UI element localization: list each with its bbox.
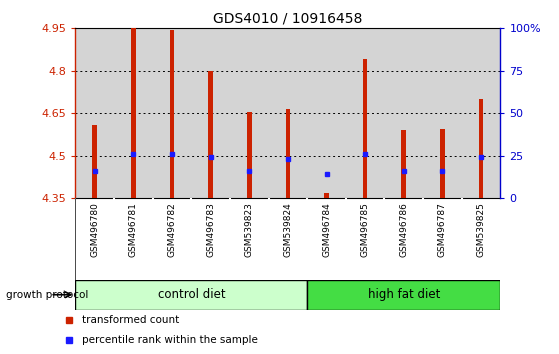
Text: GSM539824: GSM539824 [283, 202, 292, 257]
Text: GSM496787: GSM496787 [438, 202, 447, 257]
Bar [363, 59, 367, 198]
Text: GSM496784: GSM496784 [322, 202, 331, 257]
Bar [479, 99, 484, 198]
Bar [423, 28, 462, 198]
Text: GSM539825: GSM539825 [476, 202, 486, 257]
Text: GSM496780: GSM496780 [90, 202, 100, 257]
Bar [268, 28, 307, 198]
Text: GSM496786: GSM496786 [399, 202, 408, 257]
Bar [462, 28, 500, 198]
Bar [307, 28, 346, 198]
Bar [307, 280, 500, 310]
Bar [324, 193, 329, 198]
Bar [92, 125, 97, 198]
Bar [230, 28, 268, 198]
Bar [170, 30, 174, 198]
Bar [401, 130, 406, 198]
Bar [247, 112, 252, 198]
Text: transformed count: transformed count [82, 315, 179, 325]
Bar [75, 280, 307, 310]
Bar [209, 71, 213, 198]
Text: percentile rank within the sample: percentile rank within the sample [82, 335, 258, 345]
Text: growth protocol: growth protocol [6, 290, 88, 300]
Text: GSM496782: GSM496782 [168, 202, 177, 257]
Text: control diet: control diet [158, 288, 225, 301]
Bar [440, 129, 445, 198]
Text: GSM496785: GSM496785 [361, 202, 369, 257]
Bar [131, 28, 136, 198]
Text: GSM539823: GSM539823 [245, 202, 254, 257]
Bar [385, 28, 423, 198]
Title: GDS4010 / 10916458: GDS4010 / 10916458 [213, 12, 363, 26]
Bar [286, 109, 290, 198]
Text: GSM496783: GSM496783 [206, 202, 215, 257]
Bar [75, 28, 114, 198]
Text: GSM496781: GSM496781 [129, 202, 138, 257]
Bar [153, 28, 191, 198]
Bar [191, 28, 230, 198]
Bar [346, 28, 385, 198]
Bar [114, 28, 153, 198]
Text: high fat diet: high fat diet [368, 288, 440, 301]
